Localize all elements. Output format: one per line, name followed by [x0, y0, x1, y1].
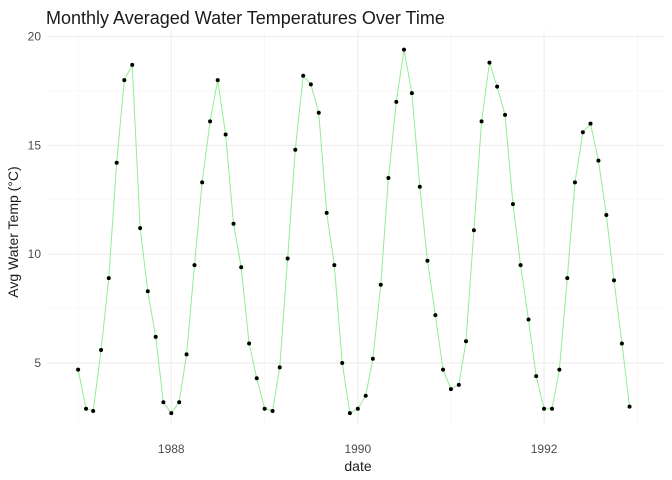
data-point: [433, 313, 438, 318]
y-axis-title: Avg Water Temp (°C): [5, 166, 21, 297]
data-point: [76, 367, 81, 372]
data-point: [386, 176, 391, 181]
data-point: [604, 213, 609, 218]
data-point: [184, 352, 189, 357]
data-point: [270, 408, 275, 413]
data-point: [247, 341, 252, 346]
data-point: [518, 263, 523, 268]
data-point: [285, 256, 290, 261]
x-tick-label: 1990: [344, 442, 371, 456]
data-point: [177, 400, 182, 405]
data-points: [76, 47, 632, 416]
data-point: [409, 91, 414, 96]
y-tick-label: 15: [28, 138, 42, 152]
data-point: [223, 132, 228, 137]
data-point: [526, 317, 531, 322]
data-point: [122, 78, 127, 83]
data-point: [363, 393, 368, 398]
data-point: [487, 60, 492, 65]
data-point: [401, 47, 406, 52]
data-point: [293, 147, 298, 152]
data-point: [456, 382, 461, 387]
y-axis-ticks: 5 10 15 20: [28, 30, 42, 371]
data-point: [596, 158, 601, 163]
data-point: [619, 341, 624, 346]
x-tick-label: 1992: [531, 442, 558, 456]
data-point: [448, 387, 453, 392]
data-point: [534, 374, 539, 379]
grid: [47, 30, 664, 424]
data-point: [138, 226, 143, 231]
data-point: [627, 404, 632, 409]
data-point: [301, 73, 306, 78]
data-point: [99, 347, 104, 352]
series-line: [77, 49, 631, 414]
data-point: [347, 411, 352, 416]
data-point: [208, 119, 213, 124]
data-point: [580, 130, 585, 135]
data-point: [495, 84, 500, 89]
data-point: [557, 367, 562, 372]
data-point: [378, 282, 383, 287]
y-tick-label: 10: [28, 247, 42, 261]
data-point: [145, 289, 150, 294]
x-axis-ticks: 1988 1990 1992: [158, 442, 558, 456]
data-point: [91, 408, 96, 413]
y-tick-label: 20: [28, 30, 42, 44]
data-point: [340, 361, 345, 366]
data-point: [542, 406, 547, 411]
data-point: [161, 400, 166, 405]
data-point: [215, 78, 220, 83]
x-tick-label: 1988: [158, 442, 185, 456]
data-point: [463, 339, 468, 344]
data-point: [572, 180, 577, 185]
data-point: [254, 376, 259, 381]
data-point: [200, 180, 205, 185]
data-point: [308, 82, 313, 87]
x-axis-title: date: [344, 458, 371, 474]
data-point: [417, 184, 422, 189]
data-point: [316, 110, 321, 115]
data-point: [394, 99, 399, 104]
data-point: [169, 411, 174, 416]
data-point: [84, 406, 89, 411]
data-point: [130, 62, 135, 67]
data-point: [192, 263, 197, 268]
data-point: [425, 258, 430, 263]
data-point: [262, 406, 267, 411]
data-point: [479, 119, 484, 124]
data-point: [106, 276, 111, 281]
data-point: [471, 228, 476, 233]
data-point: [503, 112, 508, 117]
data-point: [114, 160, 119, 165]
data-point: [277, 365, 282, 370]
data-point: [549, 406, 554, 411]
temperature-line: [77, 49, 631, 414]
data-point: [588, 121, 593, 126]
chart-title: Monthly Averaged Water Temperatures Over…: [46, 8, 445, 28]
data-point: [332, 263, 337, 268]
data-point: [510, 202, 515, 207]
data-point: [370, 356, 375, 361]
data-point: [231, 221, 236, 226]
data-point: [565, 276, 570, 281]
data-point: [441, 367, 446, 372]
data-point: [355, 406, 360, 411]
data-point: [153, 334, 158, 339]
data-point: [611, 278, 616, 283]
data-point: [324, 210, 329, 215]
data-point: [239, 265, 244, 270]
y-tick-label: 5: [34, 356, 41, 370]
